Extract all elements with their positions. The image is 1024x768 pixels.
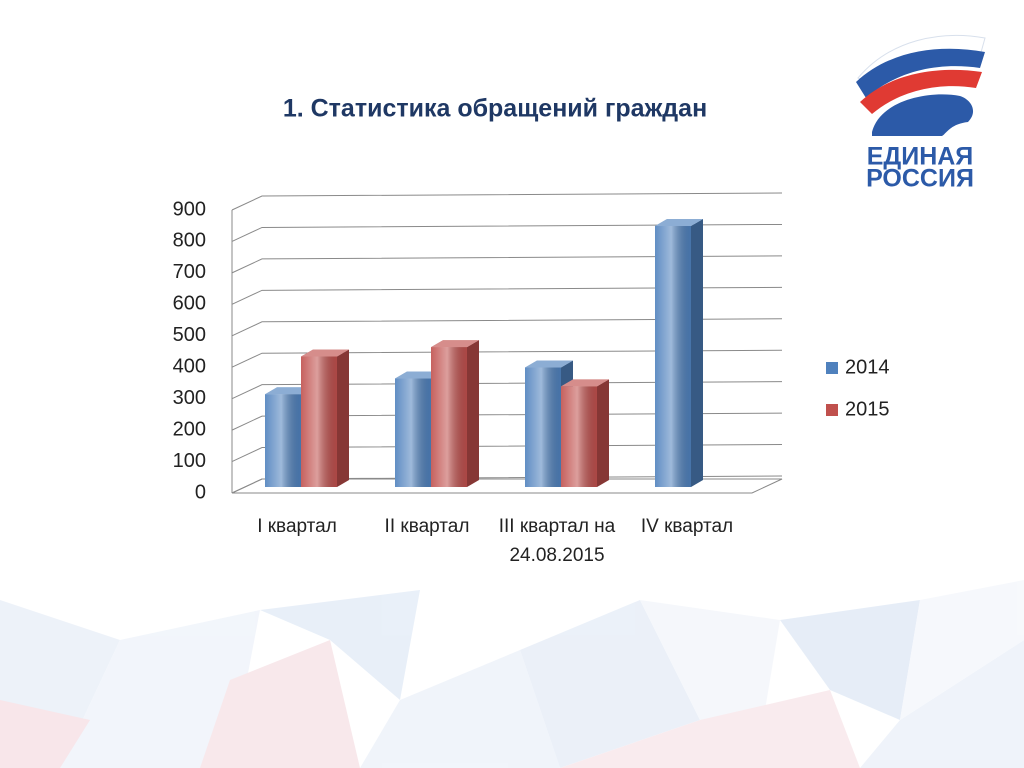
y-tick-label: 800	[173, 230, 206, 252]
y-tick-label: 100	[173, 450, 206, 472]
bar-front-shine	[525, 367, 561, 487]
legend-swatch	[826, 362, 838, 374]
bar	[395, 371, 443, 487]
bar	[431, 340, 479, 487]
bar-side-shade	[467, 340, 479, 487]
bar-front-shine	[301, 356, 337, 487]
legend-label: 2015	[845, 398, 890, 420]
grid-line	[231, 255, 783, 274]
y-tick-label: 400	[173, 356, 206, 378]
bar-front-shine	[431, 347, 467, 487]
bar	[301, 349, 349, 487]
bar-top	[431, 340, 479, 348]
logo: ЕДИНАЯ РОССИЯ	[856, 34, 986, 193]
bar	[561, 379, 609, 487]
grid-line	[231, 318, 783, 337]
bar-side	[691, 219, 703, 487]
bar-top-shine	[431, 340, 479, 348]
slide-title: 1. Статистика обращений граждан	[283, 95, 707, 123]
bar-side	[337, 349, 349, 487]
grid-line	[231, 286, 783, 305]
bar-top-shine	[655, 219, 703, 227]
bar-front-shine	[265, 394, 301, 487]
x-tick-label: II квартал	[384, 516, 470, 537]
y-tick-label: 900	[173, 198, 206, 220]
background-pattern	[0, 580, 1024, 768]
bar-top-shine	[561, 379, 609, 387]
grid-line	[231, 223, 783, 242]
bar-top	[301, 349, 349, 357]
bar-side	[467, 340, 479, 487]
y-tick-label: 300	[173, 387, 206, 409]
bar-top	[655, 219, 703, 227]
x-tick-label: I квартал	[257, 516, 337, 537]
bar-front-shine	[561, 386, 597, 487]
logo-text: РОССИЯ	[866, 165, 974, 193]
grid-line	[231, 192, 783, 211]
logo-text: ЕДИНАЯ	[867, 143, 974, 171]
y-tick-label: 0	[195, 481, 206, 503]
x-tick-label: IV квартал	[640, 516, 734, 537]
y-tick-label: 500	[173, 324, 206, 346]
y-tick-label: 200	[173, 418, 206, 440]
legend-label: 2014	[845, 356, 890, 378]
y-tick-label: 600	[173, 293, 206, 315]
bar-front-shine	[395, 378, 431, 487]
x-tick-label: III квартал на 24.08.2015	[498, 516, 616, 566]
y-tick-label: 700	[173, 261, 206, 283]
bar	[655, 219, 703, 487]
bar-side	[597, 379, 609, 487]
bar-top-shine	[301, 349, 349, 357]
grid-line	[231, 349, 783, 368]
bar-top	[561, 379, 609, 387]
bar-side-shade	[691, 219, 703, 487]
bar-front-shine	[655, 226, 691, 487]
bar-top	[525, 360, 573, 368]
bar-side-shade	[337, 349, 349, 487]
bar-side-shade	[597, 379, 609, 487]
bar-top-shine	[525, 360, 573, 368]
legend-swatch	[826, 404, 838, 416]
